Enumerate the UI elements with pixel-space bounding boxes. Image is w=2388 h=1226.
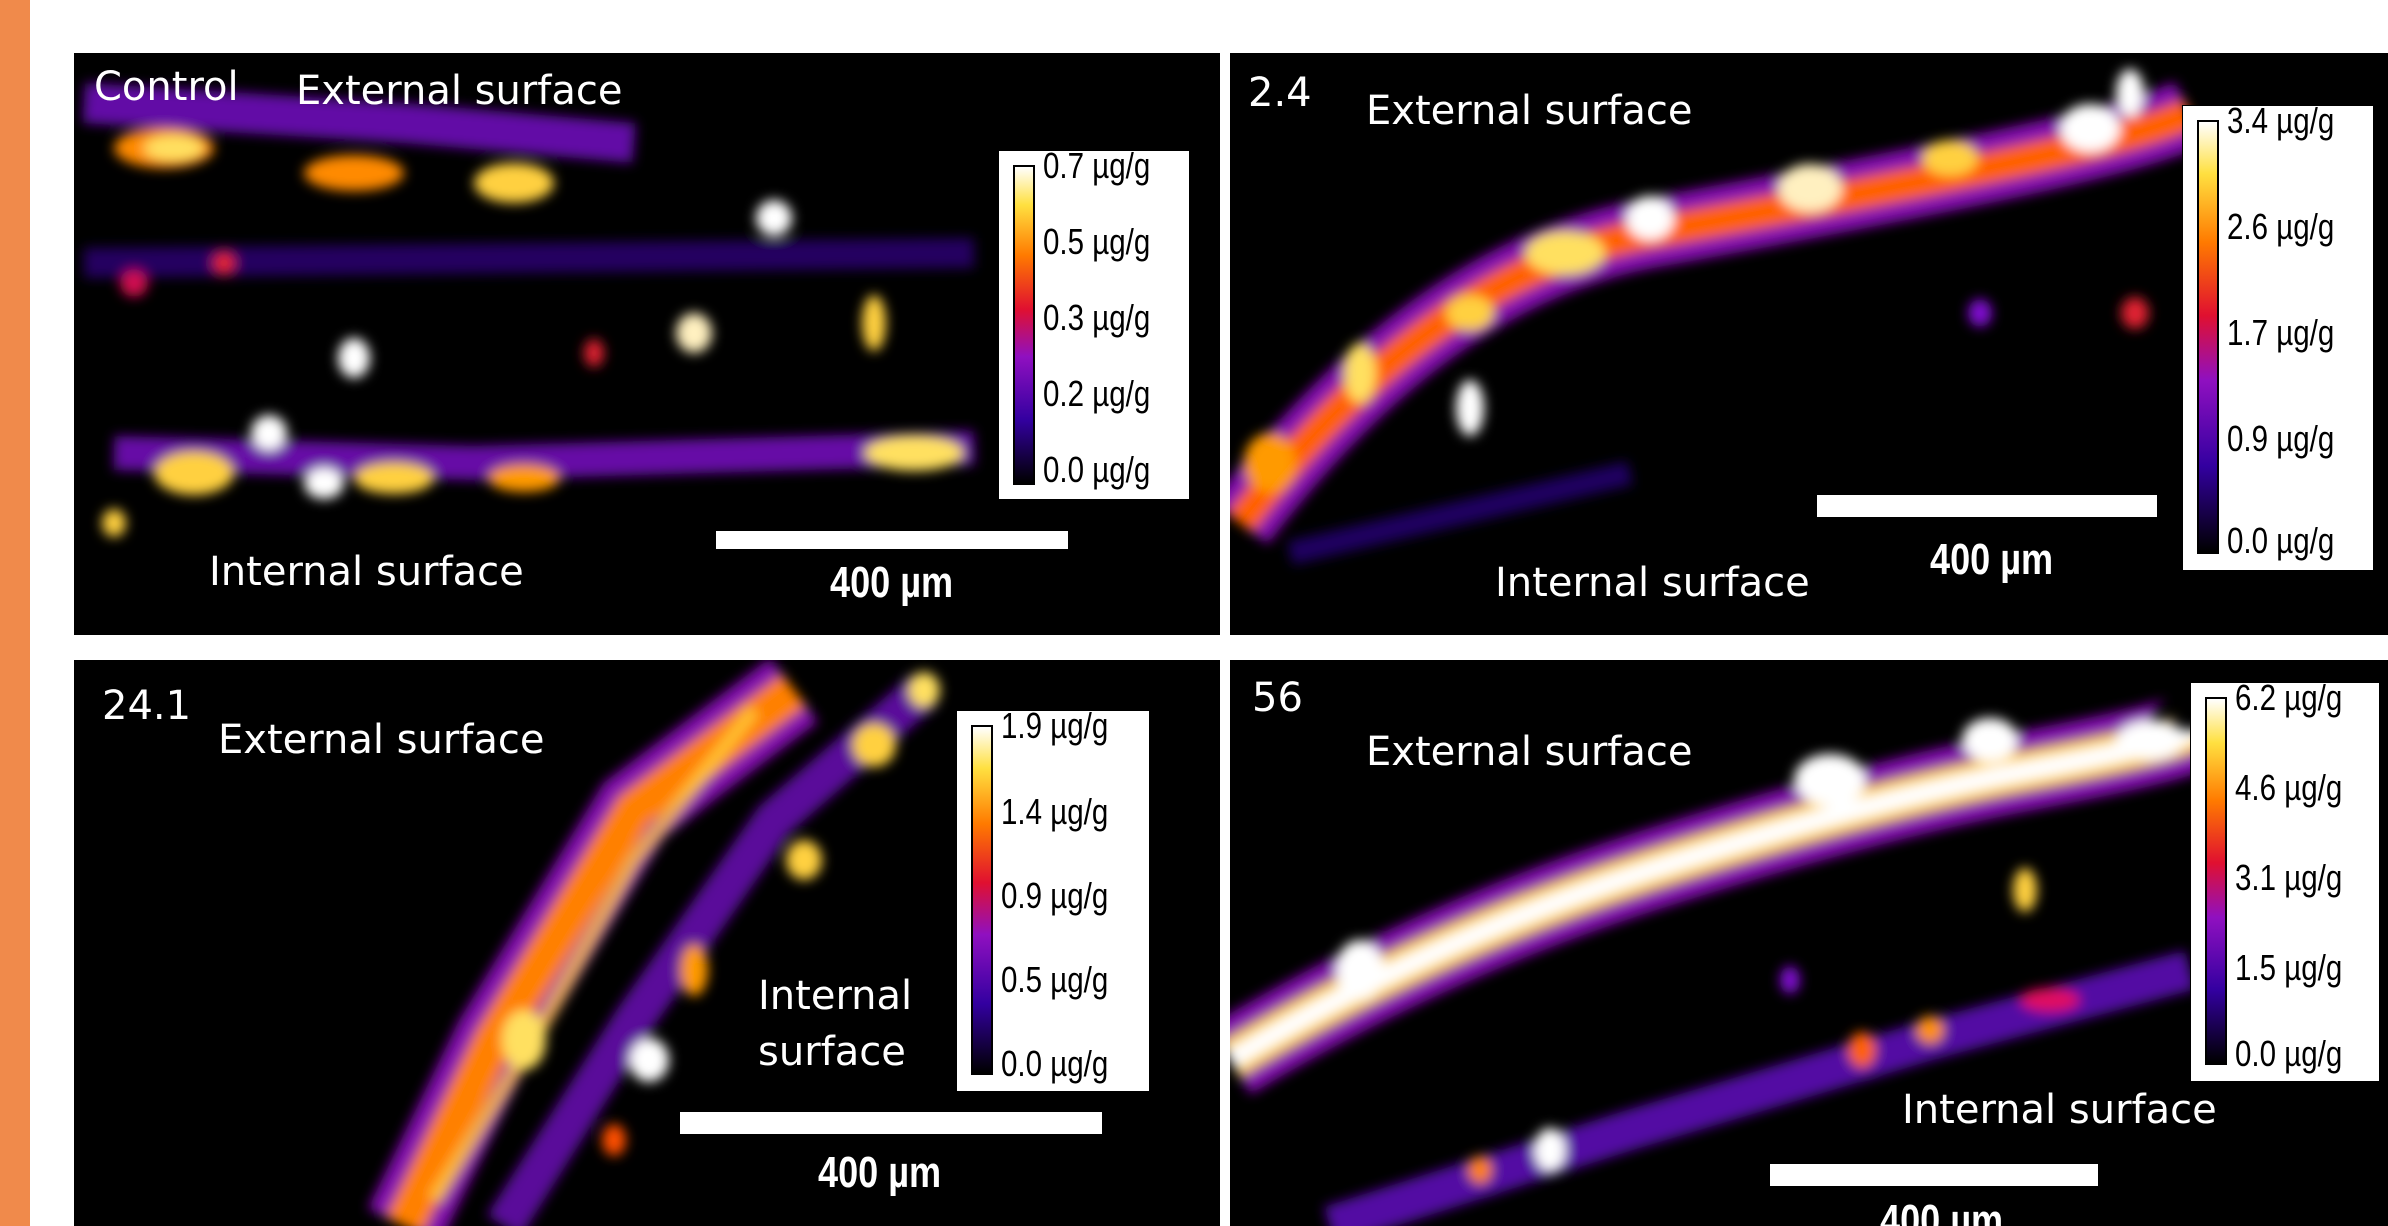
colorbar-tick: 0.0 µg/g xyxy=(2227,520,2335,561)
external-surface-label: External surface xyxy=(1366,88,1693,134)
panel-control: Control External surface Internal surfac… xyxy=(74,53,1220,635)
colorbar-tick: 0.9 µg/g xyxy=(2227,418,2335,459)
colorbar-tick: 0.0 µg/g xyxy=(2235,1033,2343,1074)
colorbar-tick: 0.2 µg/g xyxy=(1043,373,1151,414)
colorbar-tick: 1.5 µg/g xyxy=(2235,947,2343,988)
colorbar-legend: 6.2 µg/g 4.6 µg/g 3.1 µg/g 1.5 µg/g 0.0 … xyxy=(2190,677,2380,1082)
colorbar-tick: 0.7 µg/g xyxy=(1043,145,1151,186)
panel-label: Control xyxy=(94,64,239,110)
colorbar-tick: 3.1 µg/g xyxy=(2235,857,2343,898)
scale-bar xyxy=(716,531,1068,549)
colorbar-tick: 6.2 µg/g xyxy=(2235,677,2343,718)
colorbar-tick: 1.4 µg/g xyxy=(1001,791,1109,832)
scale-bar xyxy=(1817,495,2157,517)
colorbar-legend: 1.9 µg/g 1.4 µg/g 0.9 µg/g 0.5 µg/g 0.0 … xyxy=(956,705,1150,1092)
heatmap-24-1 xyxy=(367,660,940,1226)
external-surface-label: External surface xyxy=(218,717,545,763)
external-surface-label: External surface xyxy=(296,68,623,114)
panel-label: 56 xyxy=(1252,675,1303,721)
colorbar-tick: 2.6 µg/g xyxy=(2227,206,2335,247)
scale-bar-label: 400 µm xyxy=(1930,535,2054,584)
colorbar-tick: 0.3 µg/g xyxy=(1043,297,1151,338)
colorbar-gradient xyxy=(2205,697,2227,1065)
panel-24-1: 24.1 External surface Internal surface 1… xyxy=(74,660,1220,1226)
colorbar-tick: 0.5 µg/g xyxy=(1001,959,1109,1000)
heatmap-56 xyxy=(1230,697,2230,1226)
colorbar-tick: 0.5 µg/g xyxy=(1043,221,1151,262)
scale-bar-label: 400 µm xyxy=(818,1148,942,1197)
heatmap-2-4 xyxy=(1230,69,2206,565)
colorbar-legend: 0.7 µg/g 0.5 µg/g 0.3 µg/g 0.2 µg/g 0.0 … xyxy=(998,145,1190,500)
panel-label: 2.4 xyxy=(1248,70,1312,116)
internal-surface-label-line2: surface xyxy=(758,1029,906,1075)
panel-2-4: 2.4 External surface Internal surface 3.… xyxy=(1230,53,2388,635)
colorbar-tick: 3.4 µg/g xyxy=(2227,100,2335,141)
external-surface-label: External surface xyxy=(1366,729,1693,775)
scale-bar-label: 400 µm xyxy=(1880,1196,2004,1226)
heatmap-control xyxy=(82,83,975,537)
colorbar-gradient xyxy=(1013,165,1035,485)
colorbar-gradient xyxy=(971,725,993,1075)
colorbar-tick: 0.0 µg/g xyxy=(1043,449,1151,490)
colorbar-tick: 1.7 µg/g xyxy=(2227,312,2335,353)
panel-56: 56 External surface Internal surface 6.2… xyxy=(1230,660,2388,1226)
colorbar-gradient xyxy=(2197,120,2219,554)
scale-bar xyxy=(680,1112,1102,1134)
colorbar-tick: 0.0 µg/g xyxy=(1001,1043,1109,1084)
colorbar-tick: 0.9 µg/g xyxy=(1001,875,1109,916)
colorbar-legend: 3.4 µg/g 2.6 µg/g 1.7 µg/g 0.9 µg/g 0.0 … xyxy=(2182,100,2374,571)
accent-bar xyxy=(0,0,30,1226)
internal-surface-label: Internal surface xyxy=(209,549,524,595)
internal-surface-label: Internal xyxy=(758,973,913,1019)
colorbar-tick: 1.9 µg/g xyxy=(1001,705,1109,746)
scale-bar xyxy=(1770,1164,2098,1186)
internal-surface-label: Internal surface xyxy=(1495,560,1810,606)
colorbar-tick: 4.6 µg/g xyxy=(2235,767,2343,808)
internal-surface-label: Internal surface xyxy=(1902,1087,2217,1133)
scale-bar-label: 400 µm xyxy=(830,558,954,607)
panel-label: 24.1 xyxy=(102,683,192,729)
